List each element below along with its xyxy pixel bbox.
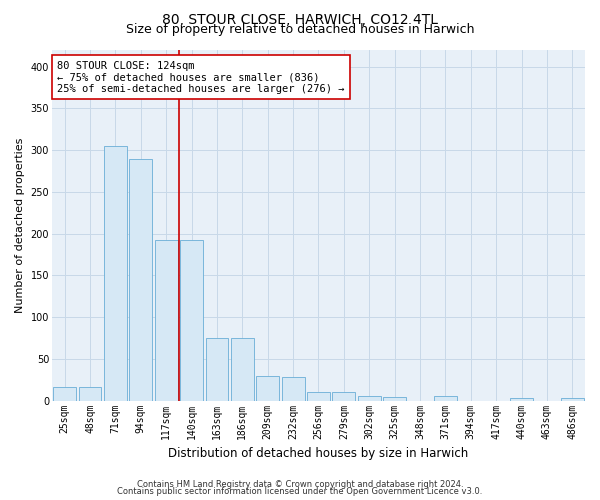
Bar [510, 398, 533, 400]
Text: Size of property relative to detached houses in Harwich: Size of property relative to detached ho… [126, 24, 474, 36]
Bar [180, 240, 203, 400]
X-axis label: Distribution of detached houses by size in Harwich: Distribution of detached houses by size … [169, 447, 469, 460]
Bar [104, 146, 127, 401]
Text: 80, STOUR CLOSE, HARWICH, CO12 4TL: 80, STOUR CLOSE, HARWICH, CO12 4TL [162, 12, 438, 26]
Bar [231, 338, 254, 400]
Bar [79, 388, 101, 400]
Text: 80 STOUR CLOSE: 124sqm
← 75% of detached houses are smaller (836)
25% of semi-de: 80 STOUR CLOSE: 124sqm ← 75% of detached… [57, 60, 345, 94]
Bar [307, 392, 330, 400]
Bar [206, 338, 229, 400]
Bar [358, 396, 380, 400]
Text: Contains HM Land Registry data © Crown copyright and database right 2024.: Contains HM Land Registry data © Crown c… [137, 480, 463, 489]
Bar [383, 398, 406, 400]
Bar [53, 388, 76, 400]
Bar [130, 158, 152, 400]
Bar [561, 398, 584, 400]
Bar [155, 240, 178, 400]
Text: Contains public sector information licensed under the Open Government Licence v3: Contains public sector information licen… [118, 487, 482, 496]
Y-axis label: Number of detached properties: Number of detached properties [15, 138, 25, 313]
Bar [256, 376, 279, 400]
Bar [281, 378, 305, 400]
Bar [332, 392, 355, 400]
Bar [434, 396, 457, 400]
